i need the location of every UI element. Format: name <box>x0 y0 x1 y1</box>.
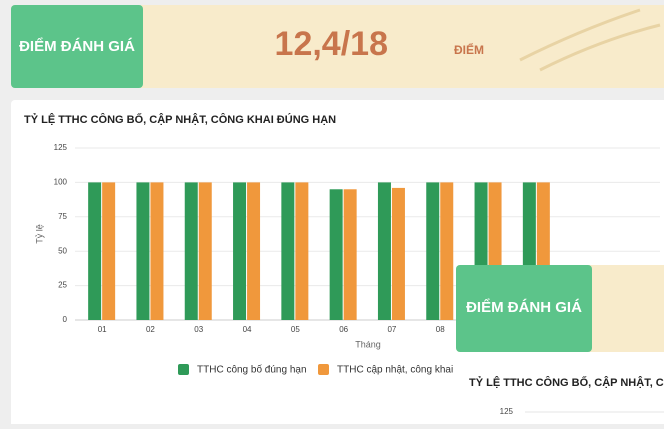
x-tick-label: 06 <box>339 325 348 334</box>
x-axis-label: Tháng <box>355 339 381 349</box>
bar <box>136 182 149 320</box>
screen: ĐIỂM ĐÁNH GIÁ 12,4/18 ĐIỂM TỶ LỆ TTHC CÔ… <box>0 0 664 424</box>
overlay-chart-title: TỶ LỆ TTHC CÔNG BỐ, CẬP NHẬT, CÔNG KHAI … <box>469 375 664 389</box>
score-unit: ĐIỂM <box>454 42 484 57</box>
bar <box>440 182 453 320</box>
bar <box>295 182 308 320</box>
x-tick-label: 01 <box>98 325 107 334</box>
overlay-y-tick: 125 <box>500 407 514 416</box>
y-tick-label: 125 <box>54 143 68 152</box>
page: ĐIỂM ĐÁNH GIÁ 12,4/18 ĐIỂM TỶ LỆ TTHC CÔ… <box>0 0 664 424</box>
bar <box>378 182 391 320</box>
bar <box>392 188 405 320</box>
y-axis-label: Tỷ lệ <box>34 224 44 244</box>
bar <box>88 182 101 320</box>
score-label: ĐIỂM ĐÁNH GIÁ <box>19 37 135 55</box>
bar <box>426 182 439 320</box>
y-tick-label: 50 <box>58 246 67 255</box>
chart-title: TỶ LỆ TTHC CÔNG BỐ, CẬP NHẬT, CÔNG KHAI … <box>24 112 336 126</box>
overlay-window: ĐIỂM ĐÁNH GIÁ TỶ LỆ TTHC CÔNG BỐ, CẬP NH… <box>456 265 664 424</box>
score-value: 12,4/18 <box>275 25 388 63</box>
x-tick-label: 08 <box>436 325 445 334</box>
y-tick-label: 100 <box>54 178 68 187</box>
legend-label: TTHC công bố đúng hạn <box>197 364 307 376</box>
bar <box>233 182 246 320</box>
y-tick-label: 75 <box>58 212 67 221</box>
bar <box>247 182 260 320</box>
bar <box>281 182 294 320</box>
bar <box>185 182 198 320</box>
legend-swatch <box>178 364 189 375</box>
legend-swatch <box>318 364 329 375</box>
overlay-label: ĐIỂM ĐÁNH GIÁ <box>466 298 582 316</box>
y-tick-label: 25 <box>58 281 67 290</box>
x-tick-label: 03 <box>194 325 203 334</box>
x-tick-label: 02 <box>146 325 155 334</box>
y-tick-label: 0 <box>63 315 68 324</box>
x-tick-label: 05 <box>291 325 300 334</box>
bar <box>150 182 163 320</box>
bar <box>330 189 343 320</box>
bar <box>102 182 115 320</box>
x-tick-label: 07 <box>387 325 396 334</box>
x-tick-label: 04 <box>243 325 252 334</box>
overlay-chart-card <box>456 365 664 424</box>
bar <box>344 189 357 320</box>
bar <box>199 182 212 320</box>
